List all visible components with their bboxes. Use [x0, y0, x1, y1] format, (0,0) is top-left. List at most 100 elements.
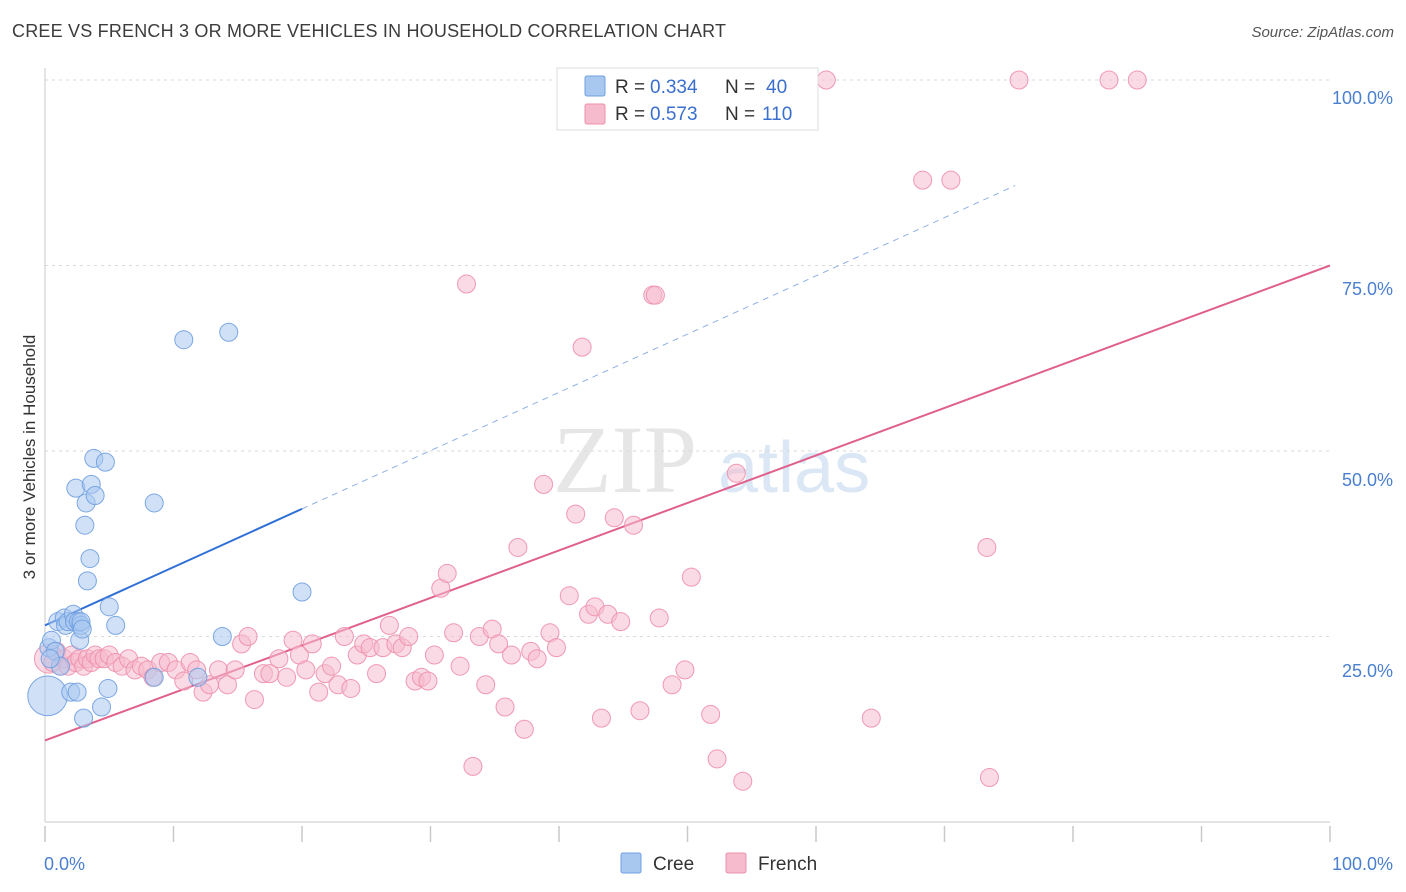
cree-point-26	[85, 486, 105, 506]
french-point-49	[334, 627, 354, 646]
x-tick-0: 0.0%	[44, 854, 85, 874]
french-point-44	[302, 634, 322, 654]
french-point-101	[707, 749, 727, 769]
french-point-79	[527, 649, 547, 669]
bottom-legend-label-french: French	[758, 854, 817, 875]
french-point-75	[501, 645, 521, 665]
y-tick-25: 25.0%	[1342, 661, 1393, 681]
french-point-92	[624, 515, 644, 535]
french-trendline-group	[44, 264, 1331, 742]
bottom-legend-swatch-cree	[620, 852, 642, 874]
gridlines	[45, 79, 1330, 637]
french-point-106	[913, 170, 933, 190]
legend-r-label-french: R =	[615, 104, 645, 125]
french-point-80	[534, 474, 554, 494]
cree-trendline-group	[44, 185, 1016, 627]
cree-point-12	[67, 682, 87, 702]
legend-r-value-french: 0.573	[650, 104, 698, 125]
french-point-33	[225, 660, 245, 680]
cree-point-28	[95, 452, 115, 472]
french-point-82	[546, 638, 566, 658]
legend-r-label-cree: R =	[615, 77, 645, 98]
x-tick-marks	[44, 826, 1331, 842]
cree-trendline-extension	[301, 185, 1016, 510]
french-point-67	[450, 656, 470, 676]
cree-point-35	[188, 667, 208, 687]
french-point-93	[630, 701, 650, 721]
french-point-68	[456, 274, 476, 294]
french-point-83	[559, 586, 579, 606]
french-point-109	[979, 767, 999, 787]
y-tick-75: 75.0%	[1342, 279, 1393, 299]
legend-n-label-cree: N =	[725, 77, 755, 98]
french-point-84	[566, 504, 586, 524]
bottom-legend-label-cree: Cree	[653, 854, 694, 875]
source-label: Source: ZipAtlas.com	[1251, 24, 1394, 41]
french-point-111	[1099, 70, 1119, 90]
french-point-69	[463, 756, 483, 776]
french-point-45	[309, 682, 329, 702]
cree-points	[27, 322, 312, 728]
french-point-36	[244, 690, 264, 710]
french-point-59	[399, 627, 419, 646]
legend-swatch-french	[584, 103, 606, 125]
cree-point-31	[106, 615, 126, 635]
y-tick-100: 100.0%	[1332, 88, 1393, 108]
series-legend: Cree French	[620, 852, 817, 875]
cree-point-37	[219, 322, 239, 342]
cree-point-19	[74, 708, 94, 728]
french-point-71	[476, 675, 496, 695]
cree-point-23	[80, 549, 100, 569]
french-point-50	[341, 678, 361, 698]
y-axis-label: 3 or more Vehicles in Household	[20, 335, 39, 580]
french-point-100	[701, 704, 721, 724]
french-point-47	[322, 656, 342, 676]
legend-n-label-french: N =	[725, 104, 755, 125]
french-point-103	[733, 771, 753, 791]
french-point-97	[662, 675, 682, 695]
french-point-62	[418, 671, 438, 691]
bottom-legend-swatch-french	[725, 852, 747, 874]
french-point-66	[444, 623, 464, 643]
french-point-98	[675, 660, 695, 680]
cree-point-33	[144, 667, 164, 687]
cree-point-20	[75, 515, 95, 535]
cree-point-0	[27, 675, 68, 717]
legend-n-value-cree: 40	[766, 77, 787, 98]
french-points	[33, 70, 1147, 791]
french-point-102	[726, 463, 746, 483]
french-point-32	[217, 675, 237, 695]
french-point-40	[277, 667, 297, 687]
french-point-107	[941, 170, 961, 190]
watermark: ZIP atlas	[553, 406, 870, 513]
french-point-110	[1009, 70, 1029, 90]
cree-point-22	[77, 571, 97, 591]
x-tick-100: 100.0%	[1332, 854, 1393, 874]
french-point-76	[508, 537, 528, 557]
french-point-108	[977, 537, 997, 557]
french-point-39	[269, 649, 289, 669]
french-point-88	[591, 708, 611, 728]
french-point-112	[1127, 70, 1147, 90]
legend-swatch-cree	[584, 75, 606, 97]
cree-point-36	[212, 627, 232, 646]
cree-point-29	[98, 678, 118, 698]
french-point-90	[604, 508, 624, 528]
french-point-105	[861, 708, 881, 728]
french-point-91	[611, 612, 631, 632]
cree-trendline	[44, 507, 303, 627]
french-point-43	[296, 660, 316, 680]
cree-point-30	[99, 597, 119, 617]
french-point-85	[572, 337, 592, 357]
legend-n-value-french: 110	[762, 104, 792, 125]
french-point-54	[367, 664, 387, 684]
y-tick-50: 50.0%	[1342, 470, 1393, 490]
french-point-65	[437, 563, 457, 583]
cree-point-38	[292, 582, 312, 602]
french-point-95	[645, 285, 665, 305]
french-point-35	[238, 627, 258, 646]
chart-title: CREE VS FRENCH 3 OR MORE VEHICLES IN HOU…	[12, 21, 727, 41]
cree-point-34	[174, 330, 194, 350]
french-trendline	[44, 264, 1331, 742]
